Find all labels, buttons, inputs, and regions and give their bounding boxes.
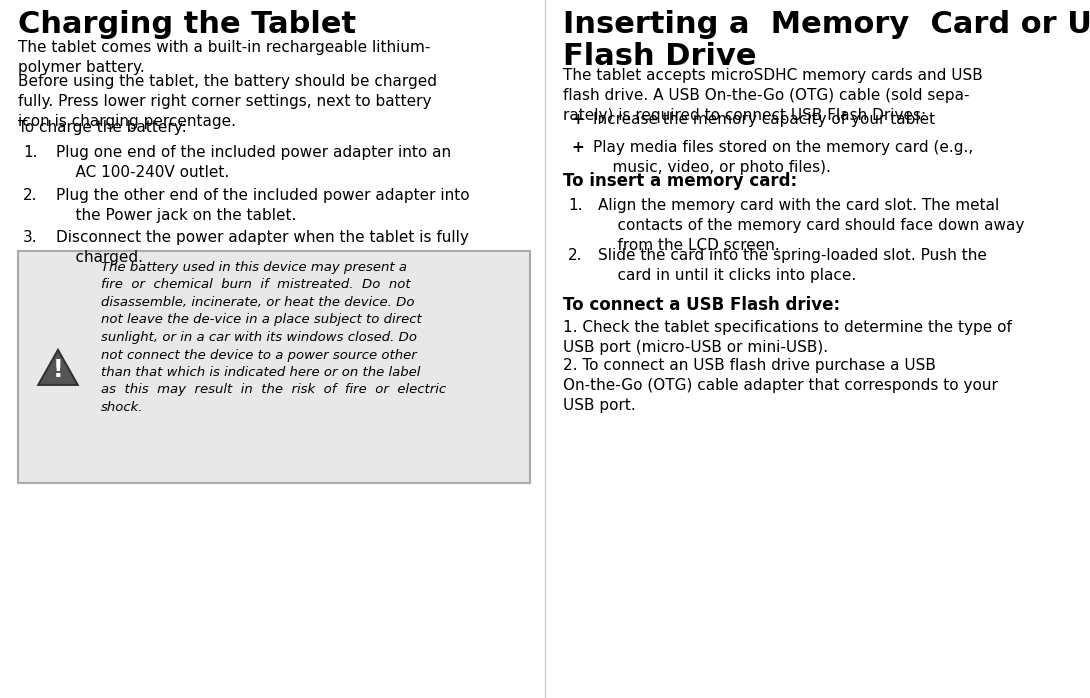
- Polygon shape: [38, 350, 77, 385]
- Text: 3.: 3.: [23, 230, 38, 245]
- Text: Increase the memory capacity of your tablet: Increase the memory capacity of your tab…: [593, 112, 935, 127]
- Text: Disconnect the power adapter when the tablet is fully
    charged.: Disconnect the power adapter when the ta…: [56, 230, 469, 265]
- Text: Align the memory card with the card slot. The metal
    contacts of the memory c: Align the memory card with the card slot…: [598, 198, 1025, 253]
- Text: Play media files stored on the memory card (e.g.,
    music, video, or photo fil: Play media files stored on the memory ca…: [593, 140, 973, 174]
- Text: Charging the Tablet: Charging the Tablet: [19, 10, 356, 39]
- Text: 1.: 1.: [568, 198, 582, 213]
- Text: Before using the tablet, the battery should be charged
fully. Press lower right : Before using the tablet, the battery sho…: [19, 74, 437, 128]
- Text: The tablet comes with a built-in rechargeable lithium-
polymer battery.: The tablet comes with a built-in recharg…: [19, 40, 431, 75]
- Text: Inserting a  Memory  Card or USB
Flash Drive: Inserting a Memory Card or USB Flash Dri…: [564, 10, 1090, 71]
- Text: To charge the battery:: To charge the battery:: [19, 120, 186, 135]
- Text: The battery used in this device may present a
fire  or  chemical  burn  if  mist: The battery used in this device may pres…: [101, 261, 446, 414]
- Text: To connect a USB Flash drive:: To connect a USB Flash drive:: [564, 296, 840, 314]
- FancyBboxPatch shape: [19, 251, 530, 483]
- Text: !: !: [52, 358, 63, 382]
- Text: To insert a memory card:: To insert a memory card:: [564, 172, 797, 190]
- Text: 2.: 2.: [568, 248, 582, 263]
- Text: 2. To connect an USB flash drive purchase a USB
On-the-Go (OTG) cable adapter th: 2. To connect an USB flash drive purchas…: [564, 358, 997, 413]
- Text: 1. Check the tablet specifications to determine the type of
USB port (micro-USB : 1. Check the tablet specifications to de…: [564, 320, 1012, 355]
- Text: Plug one end of the included power adapter into an
    AC 100-240V outlet.: Plug one end of the included power adapt…: [56, 145, 451, 180]
- Text: 1.: 1.: [23, 145, 37, 160]
- Text: 2.: 2.: [23, 188, 37, 203]
- Text: Plug the other end of the included power adapter into
    the Power jack on the : Plug the other end of the included power…: [56, 188, 470, 223]
- Text: +: +: [571, 140, 584, 155]
- Text: The tablet accepts microSDHC memory cards and USB
flash drive. A USB On-the-Go (: The tablet accepts microSDHC memory card…: [564, 68, 983, 123]
- Text: Slide the card into the spring-loaded slot. Push the
    card in until it clicks: Slide the card into the spring-loaded sl…: [598, 248, 986, 283]
- Text: +: +: [571, 112, 584, 127]
